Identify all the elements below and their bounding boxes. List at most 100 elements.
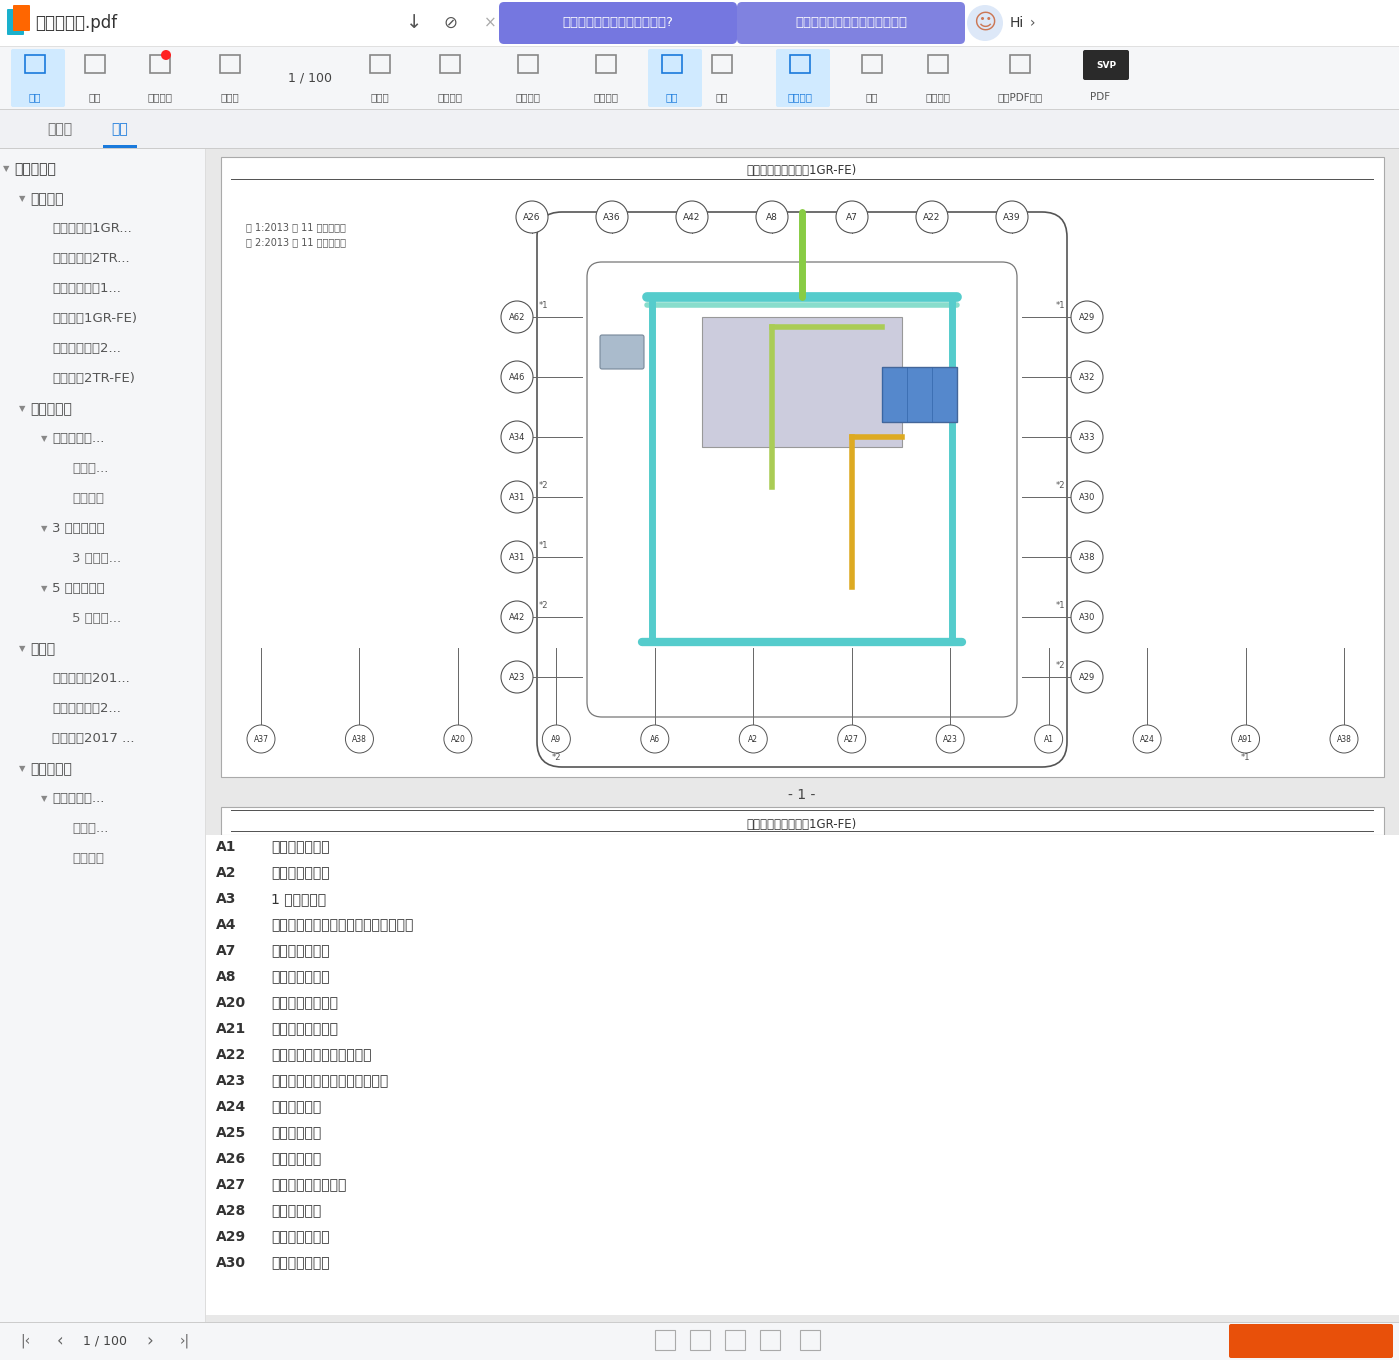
Text: 高音喇叭总成: 高音喇叭总成 <box>271 1126 322 1140</box>
Text: 仪表板...: 仪表板... <box>71 823 108 835</box>
Text: 环境温度传感器: 环境温度传感器 <box>271 840 330 854</box>
Text: A26: A26 <box>215 1152 246 1166</box>
Text: PDF: PDF <box>1090 92 1109 102</box>
Text: ☺: ☺ <box>974 14 996 33</box>
Text: A7: A7 <box>215 944 236 957</box>
Text: ▼: ▼ <box>41 525 48 533</box>
Circle shape <box>837 201 867 233</box>
Text: SVP: SVP <box>1095 60 1116 69</box>
Bar <box>0 110 1399 148</box>
Text: 左前空气囊传感器: 左前空气囊传感器 <box>271 1021 339 1036</box>
Text: ▼: ▼ <box>41 434 48 443</box>
Bar <box>800 1330 820 1350</box>
Bar <box>725 1330 746 1350</box>
Text: 查找: 查找 <box>866 92 879 102</box>
Text: ▼: ▼ <box>41 585 48 593</box>
Text: 3 号继电...: 3 号继电... <box>71 552 122 566</box>
Bar <box>0 0 1399 46</box>
Text: 继电器位置: 继电器位置 <box>29 403 71 416</box>
Text: 零件位置（201...: 零件位置（201... <box>52 672 130 685</box>
Text: A1: A1 <box>1044 734 1053 744</box>
Circle shape <box>1072 301 1102 333</box>
Text: 制动执行器总成: 制动执行器总成 <box>271 944 330 957</box>
Text: A31: A31 <box>509 492 525 502</box>
Text: A1: A1 <box>215 840 236 854</box>
Text: A2: A2 <box>748 734 758 744</box>
Text: A20: A20 <box>215 996 246 1010</box>
Bar <box>0 150 206 1360</box>
Text: *1: *1 <box>539 540 548 549</box>
Bar <box>104 146 137 148</box>
Circle shape <box>1231 725 1259 753</box>
Bar <box>928 54 949 73</box>
Text: A37: A37 <box>253 734 269 744</box>
Circle shape <box>501 422 533 453</box>
Circle shape <box>596 201 628 233</box>
Bar <box>25 54 45 73</box>
Bar <box>881 367 957 422</box>
Text: 5 号继电...: 5 号继电... <box>71 612 122 626</box>
Circle shape <box>755 201 788 233</box>
Circle shape <box>838 725 866 753</box>
Text: A22: A22 <box>923 212 940 222</box>
Text: ＊ 2:2013 年 11 月之后生产: ＊ 2:2013 年 11 月之后生产 <box>246 237 346 248</box>
Text: 左侧前照灯总成: 左侧前照灯总成 <box>271 1257 330 1270</box>
Text: A91: A91 <box>1238 734 1254 744</box>
Text: 5 号继电器盒: 5 号继电器盒 <box>52 582 105 596</box>
Bar <box>85 54 105 73</box>
Text: *2: *2 <box>551 752 561 762</box>
Text: 下一页: 下一页 <box>371 92 389 102</box>
Bar <box>441 54 460 73</box>
Text: 仪表板接线...: 仪表板接线... <box>52 793 105 805</box>
Text: 内部电路: 内部电路 <box>71 492 104 506</box>
Text: A27: A27 <box>215 1178 246 1191</box>
Text: *1: *1 <box>1055 601 1065 609</box>
Text: A30: A30 <box>1079 492 1095 502</box>
Bar <box>662 54 681 73</box>
Text: ▼: ▼ <box>18 645 25 654</box>
Text: ＊ 1:2013 年 11 月之前生产: ＊ 1:2013 年 11 月之前生产 <box>246 222 346 233</box>
Text: ⊘: ⊘ <box>443 14 457 33</box>
Text: 双页: 双页 <box>716 92 729 102</box>
Text: 发动机室零件位置（1GR-FE): 发动机室零件位置（1GR-FE) <box>747 163 858 177</box>
Bar <box>0 1322 1399 1360</box>
Text: ▼: ▼ <box>41 794 48 804</box>
FancyBboxPatch shape <box>648 49 702 107</box>
Circle shape <box>248 725 276 753</box>
Text: ▼: ▼ <box>18 194 25 204</box>
Text: ▼: ▼ <box>3 165 10 174</box>
Text: 影印PDF识别: 影印PDF识别 <box>997 92 1042 102</box>
Bar <box>369 54 390 73</box>
Text: 位置和线路: 位置和线路 <box>14 162 56 175</box>
Text: A24: A24 <box>215 1100 246 1114</box>
Circle shape <box>1072 541 1102 573</box>
Text: *2: *2 <box>1055 480 1065 490</box>
Text: 发动机...: 发动机... <box>71 462 108 476</box>
Text: A36: A36 <box>603 212 621 222</box>
Text: *2: *2 <box>539 601 548 609</box>
FancyBboxPatch shape <box>13 5 29 31</box>
Text: A30: A30 <box>215 1257 246 1270</box>
Text: A6: A6 <box>649 734 660 744</box>
Text: 上一页: 上一页 <box>221 92 239 102</box>
Text: A3: A3 <box>215 892 236 906</box>
Text: A62: A62 <box>509 313 525 321</box>
Circle shape <box>501 301 533 333</box>
Circle shape <box>1072 601 1102 632</box>
Bar <box>702 317 902 447</box>
Text: |‹: |‹ <box>20 1334 31 1348</box>
Circle shape <box>443 725 471 753</box>
Text: 左侧前照灯总成: 左侧前照灯总成 <box>271 1229 330 1244</box>
FancyBboxPatch shape <box>7 10 24 35</box>
Text: 线上打印: 线上打印 <box>147 92 172 102</box>
FancyBboxPatch shape <box>776 49 830 107</box>
Circle shape <box>916 201 949 233</box>
FancyBboxPatch shape <box>1228 1325 1393 1359</box>
Circle shape <box>1072 360 1102 393</box>
Text: A21: A21 <box>215 1021 246 1036</box>
Text: 发动机室继...: 发动机室继... <box>52 432 105 446</box>
Text: ▼: ▼ <box>18 404 25 413</box>
Text: A30: A30 <box>1079 612 1095 622</box>
Bar <box>518 54 539 73</box>
Text: ›: › <box>1030 16 1035 30</box>
